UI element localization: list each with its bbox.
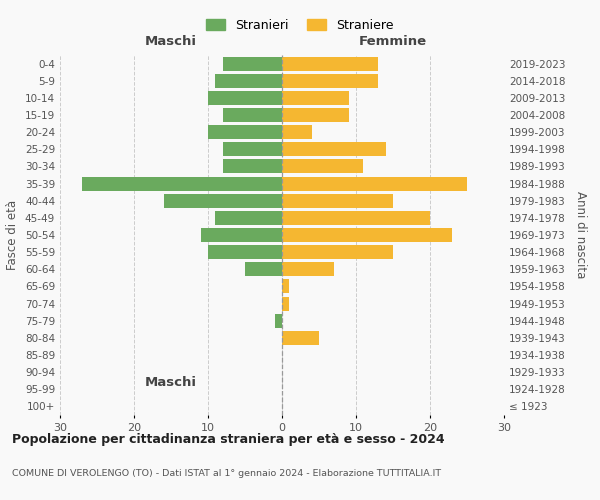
Text: Maschi: Maschi bbox=[145, 376, 197, 389]
Text: Popolazione per cittadinanza straniera per età e sesso - 2024: Popolazione per cittadinanza straniera p… bbox=[12, 432, 445, 446]
Bar bbox=[223, 142, 282, 156]
Y-axis label: Anni di nascita: Anni di nascita bbox=[574, 192, 587, 278]
Bar bbox=[282, 262, 334, 276]
Bar bbox=[282, 176, 467, 190]
Bar bbox=[208, 245, 282, 259]
Bar bbox=[200, 228, 282, 242]
Bar bbox=[215, 74, 282, 88]
Bar bbox=[282, 91, 349, 105]
Bar bbox=[82, 176, 282, 190]
Bar bbox=[164, 194, 282, 207]
Bar bbox=[223, 160, 282, 173]
Bar bbox=[282, 160, 364, 173]
Bar bbox=[282, 280, 289, 293]
Bar bbox=[282, 108, 349, 122]
Bar bbox=[223, 108, 282, 122]
Y-axis label: Fasce di età: Fasce di età bbox=[7, 200, 19, 270]
Bar bbox=[215, 211, 282, 225]
Bar bbox=[282, 125, 311, 139]
Text: Maschi: Maschi bbox=[145, 35, 197, 48]
Text: COMUNE DI VEROLENGO (TO) - Dati ISTAT al 1° gennaio 2024 - Elaborazione TUTTITAL: COMUNE DI VEROLENGO (TO) - Dati ISTAT al… bbox=[12, 469, 441, 478]
Bar bbox=[282, 74, 378, 88]
Bar bbox=[282, 211, 430, 225]
Bar bbox=[275, 314, 282, 328]
Bar bbox=[282, 56, 378, 70]
Bar bbox=[245, 262, 282, 276]
Bar bbox=[282, 228, 452, 242]
Bar bbox=[208, 125, 282, 139]
Bar bbox=[282, 245, 393, 259]
Bar bbox=[223, 56, 282, 70]
Bar bbox=[282, 194, 393, 207]
Text: Femmine: Femmine bbox=[359, 35, 427, 48]
Bar bbox=[208, 91, 282, 105]
Legend: Stranieri, Straniere: Stranieri, Straniere bbox=[202, 14, 398, 37]
Bar bbox=[282, 331, 319, 345]
Bar bbox=[282, 296, 289, 310]
Bar bbox=[282, 142, 386, 156]
